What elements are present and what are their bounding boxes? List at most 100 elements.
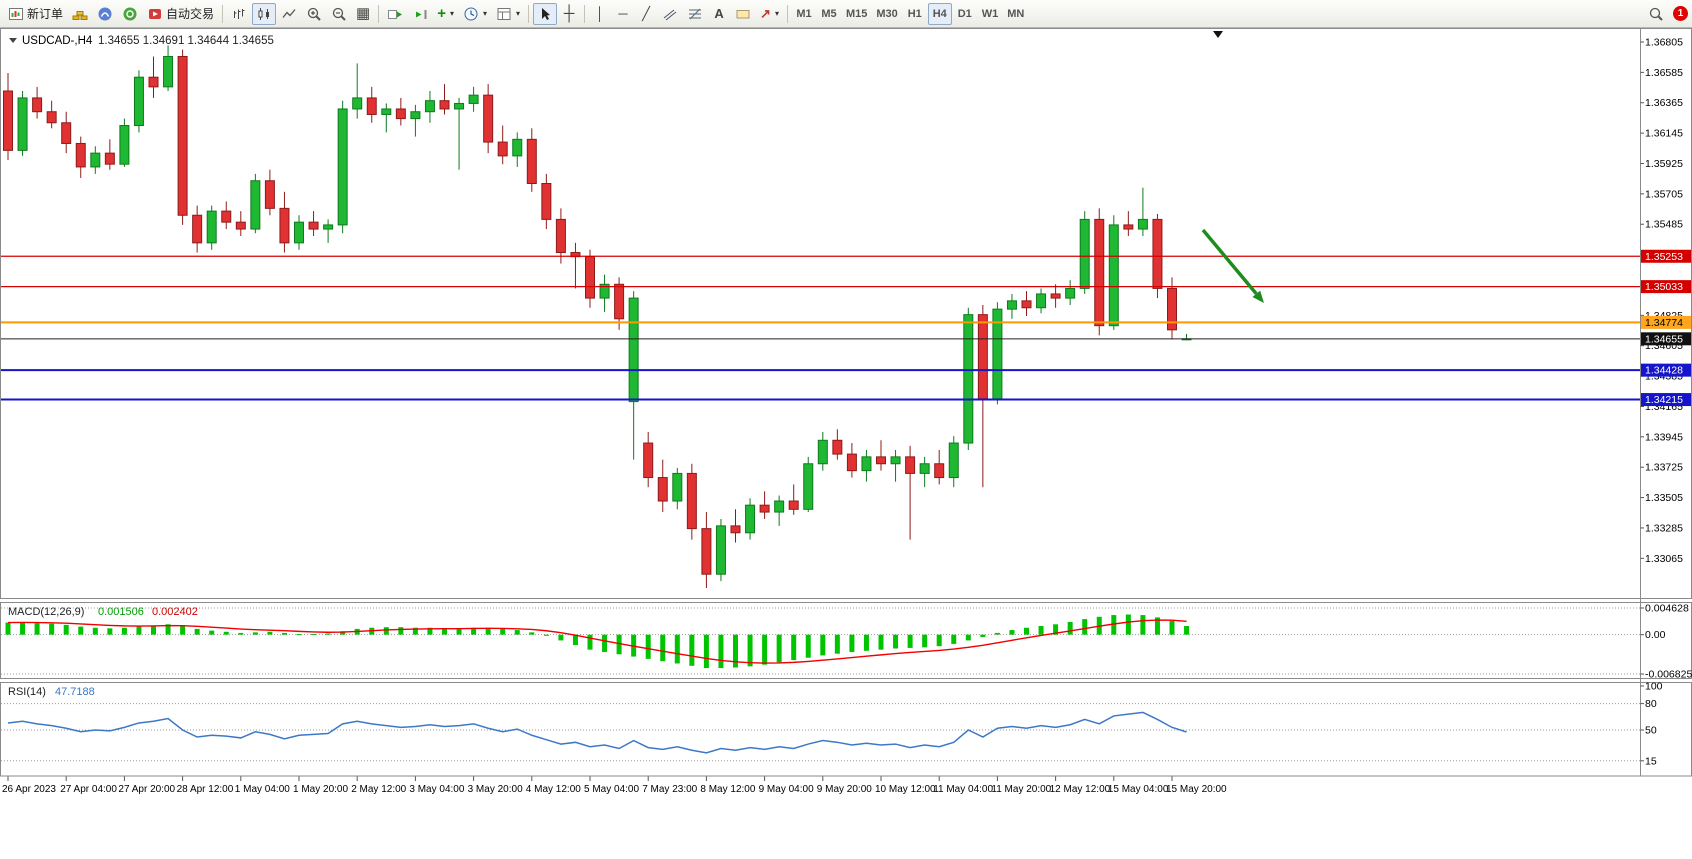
svg-text:1.33945: 1.33945 bbox=[1645, 431, 1683, 443]
search-button[interactable] bbox=[1644, 3, 1668, 25]
tf-w1[interactable]: W1 bbox=[978, 3, 1003, 25]
tf-label: M1 bbox=[796, 7, 812, 20]
bar-chart-button[interactable] bbox=[227, 3, 251, 25]
tf-label: M5 bbox=[821, 7, 837, 20]
tile-windows-button[interactable]: ▦ bbox=[352, 3, 374, 25]
svg-text:1.33505: 1.33505 bbox=[1645, 492, 1683, 504]
chart-window[interactable]: 1.36805 1.36585 1.36365 1.36145 1.35925 1.357… bbox=[0, 28, 1692, 810]
auto-scroll-button[interactable] bbox=[383, 3, 407, 25]
periods-button[interactable]: ▾ bbox=[459, 3, 491, 25]
notification-badge[interactable]: 1 bbox=[1673, 6, 1688, 21]
candlestick-chart-button[interactable] bbox=[252, 2, 277, 25]
svg-text:27 Apr 04:00: 27 Apr 04:00 bbox=[60, 784, 117, 795]
time-axis[interactable]: 26 Apr 2023 27 Apr 04:00 27 Apr 20:00 28 Ap… bbox=[2, 776, 1227, 796]
annotation-arrow[interactable] bbox=[1201, 228, 1264, 303]
svg-text:0.00: 0.00 bbox=[1645, 629, 1666, 641]
arrows-button[interactable]: ↗ ▾ bbox=[756, 3, 783, 25]
zoom-out-icon bbox=[332, 7, 346, 21]
price-axis[interactable]: 1.36805 1.36585 1.36365 1.36145 1.35925 1.357… bbox=[1640, 37, 1692, 768]
toolbar-separator bbox=[584, 4, 586, 23]
svg-text:1.34655: 1.34655 bbox=[1645, 333, 1683, 345]
line-chart-button[interactable] bbox=[277, 3, 301, 25]
cursor-icon bbox=[542, 7, 551, 20]
crosshair-button[interactable]: ┼ bbox=[558, 3, 580, 25]
svg-text:5 May 04:00: 5 May 04:00 bbox=[584, 784, 639, 795]
svg-text:7 May 23:00: 7 May 23:00 bbox=[642, 784, 697, 795]
chevron-down-icon: ▾ bbox=[483, 9, 488, 18]
tf-m5[interactable]: M5 bbox=[817, 3, 841, 25]
trendline-icon: ╱ bbox=[642, 6, 650, 21]
svg-text:4 May 12:00: 4 May 12:00 bbox=[526, 784, 581, 795]
end-of-data-marker bbox=[1213, 31, 1223, 38]
svg-text:1 May 04:00: 1 May 04:00 bbox=[235, 784, 290, 795]
new-order-button[interactable]: 新订单 bbox=[4, 3, 67, 25]
tf-h1[interactable]: H1 bbox=[903, 3, 927, 25]
chart-shift-button[interactable] bbox=[408, 3, 432, 25]
svg-text:11 May 04:00: 11 May 04:00 bbox=[933, 784, 993, 795]
trendline-button[interactable]: ╱ bbox=[635, 3, 657, 25]
svg-text:2 May 12:00: 2 May 12:00 bbox=[351, 784, 406, 795]
fibonacci-button[interactable] bbox=[683, 3, 707, 25]
candlestick-chart-icon bbox=[258, 7, 270, 20]
chevron-down-icon: ▾ bbox=[516, 9, 521, 18]
svg-text:3 May 04:00: 3 May 04:00 bbox=[409, 784, 464, 795]
svg-text:8 May 12:00: 8 May 12:00 bbox=[700, 784, 755, 795]
svg-text:0.001506: 0.001506 bbox=[98, 606, 144, 618]
svg-text:26 Apr 2023: 26 Apr 2023 bbox=[2, 784, 56, 795]
svg-text:1.35033: 1.35033 bbox=[1645, 281, 1683, 293]
svg-text:1.35253: 1.35253 bbox=[1645, 251, 1683, 263]
svg-text:1.34215: 1.34215 bbox=[1645, 394, 1683, 406]
main-toolbar: 新订单 自动交易 ▦ + ▾ ▾ bbox=[0, 0, 1692, 28]
tf-label: W1 bbox=[981, 7, 999, 20]
svg-text:9 May 20:00: 9 May 20:00 bbox=[817, 784, 872, 795]
text-label-button[interactable] bbox=[731, 3, 755, 25]
zoom-in-button[interactable] bbox=[302, 3, 326, 25]
tf-m15[interactable]: M15 bbox=[842, 3, 871, 25]
text-label-icon bbox=[736, 9, 750, 18]
template-icon bbox=[497, 7, 511, 20]
tf-m1[interactable]: M1 bbox=[792, 3, 816, 25]
svg-text:10 May 12:00: 10 May 12:00 bbox=[875, 784, 936, 795]
toolbar-separator bbox=[378, 4, 380, 23]
hlines-layer[interactable] bbox=[1, 255, 1640, 401]
autotrade-icon bbox=[149, 8, 162, 19]
svg-text:100: 100 bbox=[1645, 681, 1663, 693]
svg-text:1.35925: 1.35925 bbox=[1645, 158, 1683, 170]
community-button[interactable] bbox=[93, 3, 117, 25]
channel-button[interactable] bbox=[658, 3, 682, 25]
pane-frames bbox=[0, 28, 1692, 777]
svg-text:80: 80 bbox=[1645, 698, 1657, 710]
tf-m30[interactable]: M30 bbox=[872, 3, 901, 25]
toolbar-separator bbox=[222, 4, 224, 23]
horizontal-line-button[interactable]: ─ bbox=[612, 3, 634, 25]
svg-text:USDCAD-,H4: USDCAD-,H4 bbox=[22, 35, 93, 47]
svg-text:MACD(12,26,9): MACD(12,26,9) bbox=[8, 606, 84, 618]
svg-text:1.33725: 1.33725 bbox=[1645, 462, 1683, 474]
templates-button[interactable]: ▾ bbox=[492, 3, 524, 25]
mql5-button[interactable] bbox=[118, 3, 142, 25]
svg-text:11 May 20:00: 11 May 20:00 bbox=[991, 784, 1051, 795]
autotrade-button[interactable]: 自动交易 bbox=[143, 3, 218, 25]
tf-label: M15 bbox=[845, 7, 868, 20]
tf-h4[interactable]: H4 bbox=[927, 2, 952, 25]
zoom-out-button[interactable] bbox=[327, 3, 351, 25]
chart-canvas[interactable]: 1.36805 1.36585 1.36365 1.36145 1.35925 1.357… bbox=[0, 28, 1692, 810]
clock-icon bbox=[464, 7, 478, 20]
svg-text:1.34428: 1.34428 bbox=[1645, 365, 1683, 377]
svg-text:0.004628: 0.004628 bbox=[1645, 603, 1689, 615]
svg-text:1.36585: 1.36585 bbox=[1645, 67, 1683, 79]
tf-mn[interactable]: MN bbox=[1003, 3, 1028, 25]
toolbar-separator bbox=[528, 4, 530, 23]
deposit-button[interactable] bbox=[68, 3, 92, 25]
tf-d1[interactable]: D1 bbox=[953, 3, 977, 25]
zoom-in-icon bbox=[307, 7, 321, 21]
line-chart-icon bbox=[282, 8, 296, 18]
tf-label: M30 bbox=[876, 7, 898, 20]
cursor-button[interactable] bbox=[533, 2, 558, 25]
search-icon bbox=[1649, 7, 1663, 21]
vertical-line-button[interactable]: │ bbox=[589, 3, 611, 25]
svg-text:50: 50 bbox=[1645, 725, 1657, 737]
indicators-button[interactable]: + ▾ bbox=[433, 3, 458, 25]
text-button[interactable]: A bbox=[708, 3, 730, 25]
svg-text:15: 15 bbox=[1645, 755, 1657, 767]
